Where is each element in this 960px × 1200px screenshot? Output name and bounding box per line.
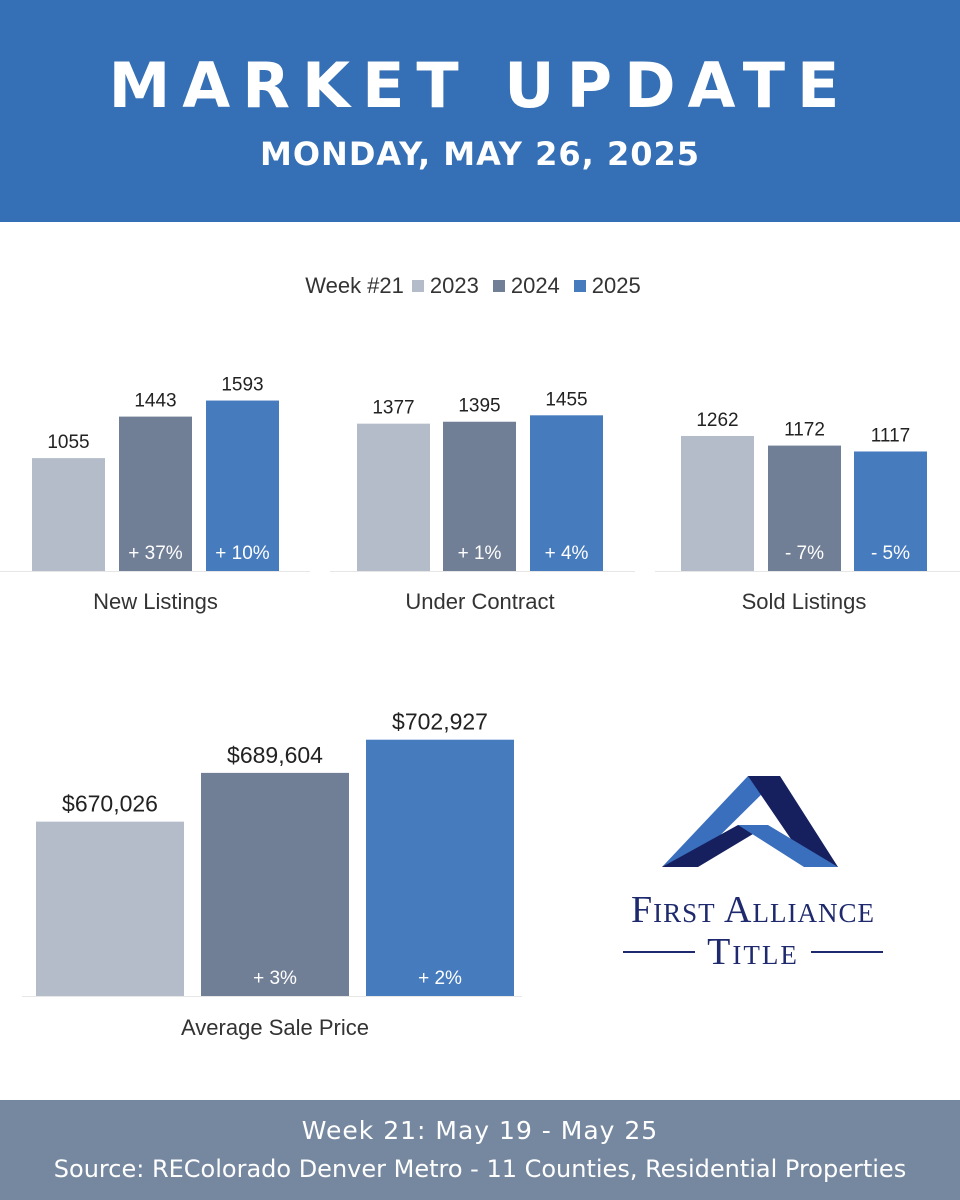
logo-title-row: Title bbox=[598, 930, 908, 974]
under-contract-category-label: Under Contract bbox=[405, 589, 554, 614]
legend-item-2024: 2024 bbox=[492, 273, 560, 299]
new-listings-value-2024: 1443 bbox=[134, 391, 176, 412]
under-contract-change-2025: + 4% bbox=[545, 543, 589, 564]
average-sale-price-value-2025: $702,927 bbox=[392, 709, 488, 735]
sold-listings-change-2025: - 5% bbox=[871, 543, 910, 564]
new-listings-change-2025: + 10% bbox=[215, 543, 270, 564]
sold-listings-change-2024: - 7% bbox=[785, 543, 824, 564]
legend-swatch-2025 bbox=[573, 280, 586, 292]
average-sale-price-change-2024: + 3% bbox=[253, 968, 297, 989]
new-listings-bar-2023 bbox=[32, 458, 105, 571]
footer-banner: Week 21: May 19 - May 25 Source: REColor… bbox=[0, 1100, 960, 1200]
new-listings-bar-2025 bbox=[206, 400, 279, 571]
page-title: MARKET UPDATE bbox=[108, 49, 852, 122]
under-contract-bar-2023 bbox=[357, 423, 430, 571]
sold-listings-value-2025: 1117 bbox=[871, 425, 910, 446]
header-banner: MARKET UPDATE MONDAY, MAY 26, 2025 bbox=[0, 0, 960, 222]
average-sale-price-bar-2024 bbox=[201, 772, 349, 996]
page-date: MONDAY, MAY 26, 2025 bbox=[259, 135, 700, 173]
legend-label-2023: 2023 bbox=[429, 273, 479, 298]
average-sale-price-bar-2023 bbox=[36, 821, 184, 996]
logo-text-title: Title bbox=[707, 931, 799, 973]
average-sale-price-bar-2025 bbox=[366, 739, 514, 996]
footer-week-range: Week 21: May 19 - May 25 bbox=[301, 1116, 659, 1145]
under-contract-value-2025: 1455 bbox=[545, 389, 587, 410]
logo-text-first-alliance: First Alliance bbox=[631, 889, 875, 931]
sold-listings-bar-2025 bbox=[854, 451, 927, 571]
new-listings-bar-2024 bbox=[119, 416, 192, 571]
legend-item-2023: 2023 bbox=[411, 273, 479, 299]
legend-title: Week #21 bbox=[305, 273, 404, 298]
new-listings-value-2023: 1055 bbox=[47, 432, 89, 453]
average-sale-price-category-label: Average Sale Price bbox=[181, 1015, 369, 1040]
house-roof-icon bbox=[662, 776, 838, 867]
new-listings-value-2025: 1593 bbox=[221, 375, 263, 396]
new-listings-category-label: New Listings bbox=[93, 589, 218, 614]
logo-rule-left bbox=[623, 951, 696, 953]
sold-listings-category-label: Sold Listings bbox=[742, 589, 867, 614]
sold-listings-value-2023: 1262 bbox=[696, 410, 738, 431]
under-contract-change-2024: + 1% bbox=[458, 543, 502, 564]
legend-swatch-2023 bbox=[411, 280, 424, 292]
legend-label-2025: 2025 bbox=[591, 273, 641, 298]
sold-listings-bar-2023 bbox=[681, 435, 754, 571]
legend-item-2025: 2025 bbox=[573, 273, 641, 299]
new-listings-change-2024: + 37% bbox=[128, 543, 183, 564]
bar-charts: 1055 1443 + 37% 1593 + 10% New Listings 1377 13… bbox=[0, 375, 960, 1040]
under-contract-value-2024: 1395 bbox=[458, 396, 500, 417]
chart-legend: Week #21 2023 2024 2025 bbox=[0, 270, 960, 302]
average-sale-price-value-2023: $670,026 bbox=[62, 791, 158, 817]
average-sale-price-value-2024: $689,604 bbox=[227, 742, 323, 768]
legend-label-2024: 2024 bbox=[510, 273, 560, 298]
company-logo: First Alliance Title bbox=[598, 770, 908, 973]
legend-swatch-2024 bbox=[492, 280, 505, 292]
logo-rule-right bbox=[810, 951, 883, 953]
average-sale-price-change-2025: + 2% bbox=[418, 968, 462, 989]
under-contract-value-2023: 1377 bbox=[372, 398, 414, 419]
sold-listings-value-2024: 1172 bbox=[784, 420, 825, 441]
under-contract-bar-2025 bbox=[530, 415, 603, 571]
sold-listings-bar-2024 bbox=[768, 445, 841, 571]
under-contract-bar-2024 bbox=[443, 421, 516, 571]
footer-source: Source: REColorado Denver Metro - 11 Cou… bbox=[53, 1155, 907, 1183]
